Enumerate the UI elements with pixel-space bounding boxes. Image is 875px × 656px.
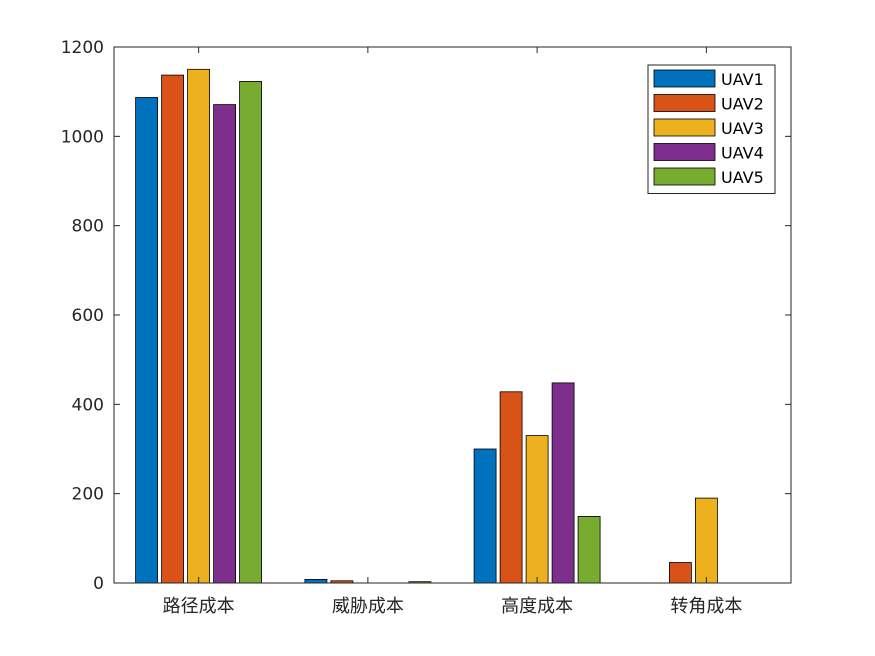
legend-swatch-uav2 bbox=[653, 94, 716, 112]
legend: UAV1 UAV2 UAV3 UAV4 UAV5 bbox=[647, 64, 776, 194]
y-tick-label: 600 bbox=[72, 306, 104, 326]
y-tick-label: 0 bbox=[93, 574, 104, 594]
x-tick-label: 路径成本 bbox=[163, 596, 235, 617]
bar-uav5-2 bbox=[577, 516, 601, 584]
legend-label-uav4: UAV4 bbox=[721, 144, 764, 163]
x-tick-label: 转角成本 bbox=[670, 596, 742, 617]
bar-uav1-1 bbox=[304, 579, 328, 584]
bar-uav2-0 bbox=[161, 74, 185, 584]
bar-uav5-0 bbox=[239, 81, 263, 584]
y-tick-label: 1200 bbox=[61, 38, 104, 58]
bar-uav2-2 bbox=[499, 391, 523, 584]
legend-label-uav1: UAV1 bbox=[721, 70, 764, 89]
bars-group bbox=[135, 68, 718, 584]
y-tick-label: 800 bbox=[72, 217, 104, 237]
x-tick-label: 高度成本 bbox=[501, 596, 573, 617]
y-tick-label: 200 bbox=[72, 485, 104, 505]
legend-label-uav5: UAV5 bbox=[721, 168, 764, 187]
bar-uav3-0 bbox=[187, 68, 211, 584]
bar-uav1-0 bbox=[135, 97, 159, 584]
legend-swatch-uav1 bbox=[653, 69, 716, 88]
bar-uav3-2 bbox=[525, 435, 549, 584]
legend-swatch-uav3 bbox=[653, 118, 716, 137]
legend-swatch-uav4 bbox=[653, 143, 716, 161]
bar-uav3-3 bbox=[695, 497, 718, 584]
y-tick-label: 400 bbox=[72, 395, 104, 415]
bar-uav1-2 bbox=[473, 448, 497, 584]
legend-swatch-uav5 bbox=[653, 167, 716, 186]
bar-uav4-0 bbox=[213, 104, 237, 584]
legend-label-uav3: UAV3 bbox=[721, 119, 764, 138]
x-tick-label: 威胁成本 bbox=[332, 596, 404, 617]
axes-group: 路径成本 威胁成本 高度成本 转角成本 0 200 400 600 800 1000 1200 bbox=[61, 38, 792, 617]
plot-area-border bbox=[113, 46, 792, 584]
y-tick-label: 1000 bbox=[61, 127, 104, 147]
bar-uav2-3 bbox=[669, 562, 692, 584]
bar-uav4-2 bbox=[551, 382, 575, 584]
legend-label-uav2: UAV2 bbox=[721, 95, 764, 114]
